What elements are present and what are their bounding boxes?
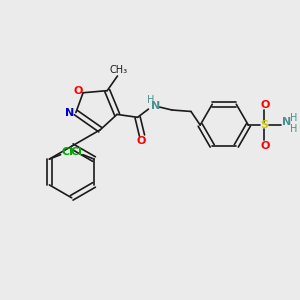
Text: N: N — [65, 108, 75, 118]
Text: Cl: Cl — [61, 147, 73, 157]
Text: Cl: Cl — [70, 147, 83, 157]
Text: H: H — [290, 113, 298, 123]
Text: O: O — [261, 141, 270, 151]
Text: O: O — [137, 136, 146, 146]
Text: CH₃: CH₃ — [110, 64, 128, 74]
Text: H: H — [146, 95, 154, 105]
Text: S: S — [260, 120, 268, 130]
Text: H: H — [290, 124, 298, 134]
Text: N: N — [281, 116, 291, 127]
Text: N: N — [152, 100, 161, 111]
Text: O: O — [73, 86, 83, 96]
Text: O: O — [261, 100, 270, 110]
